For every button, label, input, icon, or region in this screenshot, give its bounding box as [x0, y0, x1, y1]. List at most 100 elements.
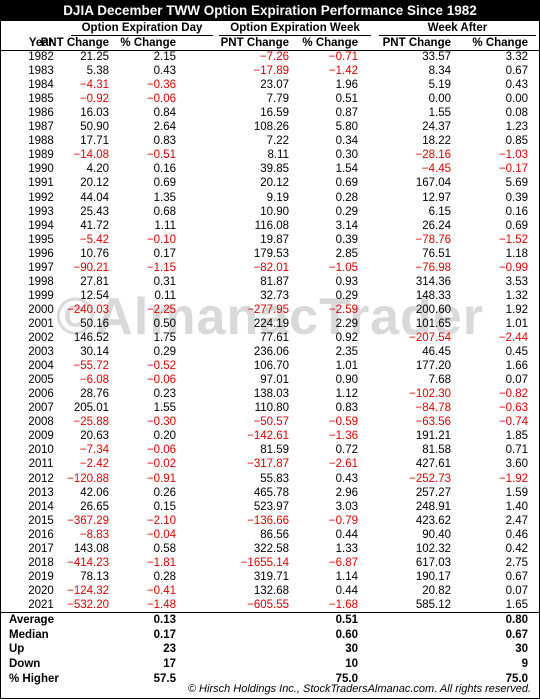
summary-value: 17: [163, 658, 176, 671]
table-cell: 0.51: [335, 93, 358, 106]
table-cell: 2006: [28, 388, 54, 401]
table-cell: 101.65: [415, 317, 451, 330]
table-cell: 42.06: [80, 486, 109, 499]
table-cell: 41.72: [80, 219, 109, 232]
table-cell: 12.97: [422, 191, 451, 204]
table-cell: −1.81: [146, 556, 176, 569]
table-cell: −1.15: [146, 261, 176, 274]
table-cell: −0.59: [328, 416, 358, 429]
table-cell: 0.50: [153, 317, 176, 330]
table-cell: 0.07: [505, 584, 528, 597]
table-cell: 25.43: [80, 205, 109, 218]
table-cell: 2017: [28, 542, 54, 555]
table-cell: −414.23: [67, 556, 109, 569]
table-cell: −367.29: [67, 514, 109, 527]
table-cell: 0.43: [335, 472, 358, 485]
table-cell: −0.02: [146, 458, 176, 471]
column-header: PNT Change: [382, 37, 451, 49]
table-cell: −76.98: [415, 261, 452, 274]
rule: [219, 35, 371, 36]
table-cell: −0.52: [146, 360, 176, 373]
table-cell: −1655.14: [240, 556, 289, 569]
summary-label: Up: [9, 643, 25, 656]
table-cell: −4.31: [79, 79, 109, 92]
table-cell: 143.08: [73, 542, 109, 555]
table-cell: 1.40: [505, 500, 528, 513]
table-cell: 2014: [28, 500, 54, 513]
table-title: DJIA December TWW Option Expiration Perf…: [1, 1, 539, 21]
column-header: PNT Change: [40, 37, 109, 49]
table-cell: 1989: [28, 149, 54, 162]
table-cell: −0.63: [498, 402, 528, 415]
table-cell: 1986: [28, 107, 54, 120]
table-cell: 1.18: [505, 247, 528, 260]
table-cell: 2013: [28, 486, 54, 499]
table-cell: 248.91: [415, 500, 451, 513]
table-cell: 21.25: [80, 51, 109, 63]
table-cell: 32.73: [260, 289, 289, 302]
table-cell: −0.51: [146, 149, 176, 162]
table-cell: 1.11: [154, 219, 176, 232]
table-cell: 322.58: [253, 542, 289, 555]
summary-value: 23: [163, 643, 176, 656]
table-cell: −25.88: [73, 416, 110, 429]
summary-value: 9: [521, 658, 528, 671]
table-cell: 0.42: [505, 542, 528, 555]
table-cell: 28.76: [80, 388, 109, 401]
table-cell: 1990: [28, 163, 54, 176]
table-cell: 7.79: [266, 93, 289, 106]
table-cell: −84.78: [415, 402, 452, 415]
table-cell: 0.68: [153, 205, 176, 218]
table-cell: 33.57: [422, 51, 451, 63]
table-cell: 1.55: [428, 107, 451, 120]
table-cell: −0.06: [146, 444, 176, 457]
table-cell: 0.58: [153, 542, 176, 555]
summary-value: 0.60: [335, 628, 358, 641]
table-cell: 0.16: [505, 205, 528, 218]
table-cell: 2002: [28, 332, 54, 344]
table-cell: −0.10: [146, 233, 176, 246]
table-cell: 108.26: [253, 121, 289, 134]
summary-value: 75.0: [335, 672, 358, 685]
table-cell: 2008: [28, 416, 54, 429]
table-cell: 2009: [28, 430, 54, 443]
table-cell: 0.92: [335, 332, 358, 344]
table-cell: 0.17: [153, 247, 176, 260]
table-cell: 0.00: [505, 93, 528, 106]
table-cell: 1994: [28, 219, 54, 232]
table-cell: −2.42: [79, 458, 109, 471]
table-cell: 8.11: [267, 149, 289, 162]
table-cell: 2010: [28, 444, 54, 457]
table-cell: −1.68: [328, 598, 358, 611]
summary-value: 0.51: [335, 614, 358, 626]
summary-value: 0.67: [505, 628, 528, 641]
table-cell: −0.79: [328, 514, 358, 527]
table-cell: −50.57: [253, 416, 290, 429]
table-cell: 1.32: [505, 289, 528, 302]
table-cell: 1999: [28, 289, 54, 302]
table-cell: −1.92: [498, 472, 528, 485]
table-cell: 77.61: [260, 332, 289, 344]
table-cell: −0.06: [146, 374, 176, 387]
table-cell: 0.11: [154, 289, 176, 302]
table-cell: −7.26: [259, 51, 289, 63]
table-cell: 3.03: [335, 500, 358, 513]
summary-label: Down: [9, 658, 41, 671]
table-cell: 30.14: [80, 346, 109, 359]
rule: [1, 612, 539, 613]
table-cell: −0.91: [146, 472, 176, 485]
footer: © Hirsch Holdings Inc., StockTradersAlma…: [187, 683, 531, 695]
table-cell: 116.08: [254, 219, 289, 232]
table-cell: 0.29: [335, 289, 358, 302]
table-cell: 1991: [28, 177, 54, 190]
table-cell: 2.64: [153, 121, 176, 134]
table-cell: 76.51: [422, 247, 451, 260]
table-cell: −82.01: [253, 261, 290, 274]
table-cell: 2000: [28, 303, 54, 316]
table-cell: −55.72: [73, 360, 110, 373]
table-cell: 0.90: [335, 374, 358, 387]
table-cell: 0.45: [505, 346, 528, 359]
table-cell: 1.75: [153, 332, 176, 344]
table-cell: −0.71: [328, 51, 358, 63]
table-cell: 2.35: [335, 346, 358, 359]
